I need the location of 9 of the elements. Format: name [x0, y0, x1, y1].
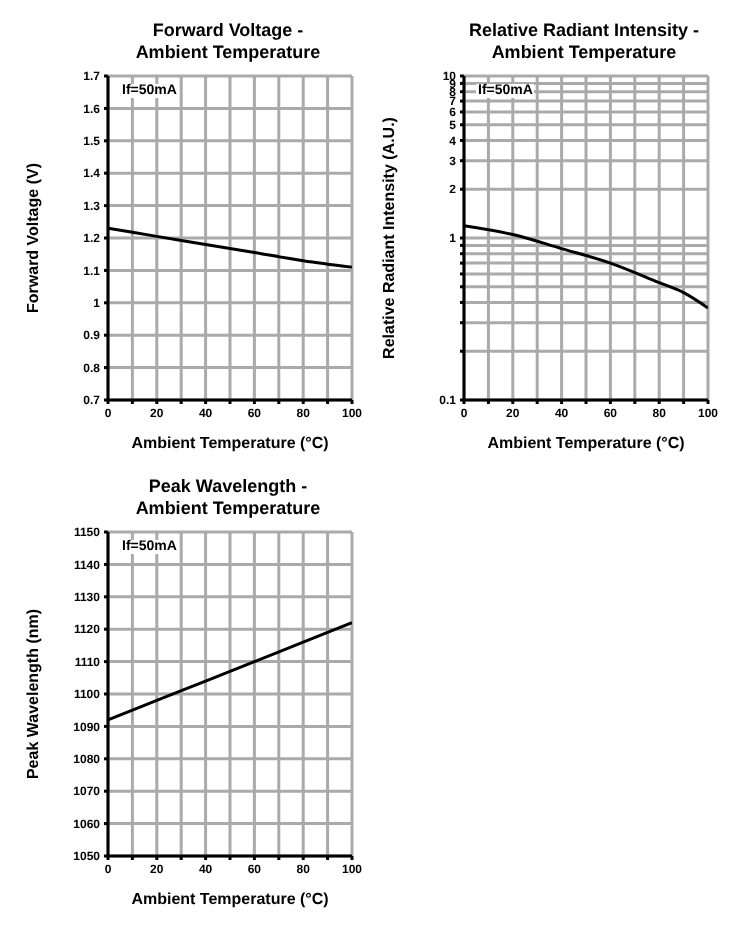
chart-title: Peak Wavelength - Ambient Temperature — [133, 476, 323, 522]
x-axis-title: Ambient Temperature (°C) — [487, 434, 686, 452]
chart-title: Relative Radiant Intensity - Ambient Temperature — [466, 20, 702, 66]
x-axis-title: Ambient Temperature (°C) — [131, 890, 330, 908]
y-axis-title: Peak Wavelength (nm) — [23, 608, 42, 780]
chart-title: Forward Voltage - Ambient Temperature — [133, 20, 323, 66]
y-axis-title: Relative Radiant Intensity (A.U.) — [379, 116, 398, 359]
y-axis-title: Forward Voltage (V) — [23, 162, 42, 313]
x-axis-title: Ambient Temperature (°C) — [131, 434, 330, 452]
